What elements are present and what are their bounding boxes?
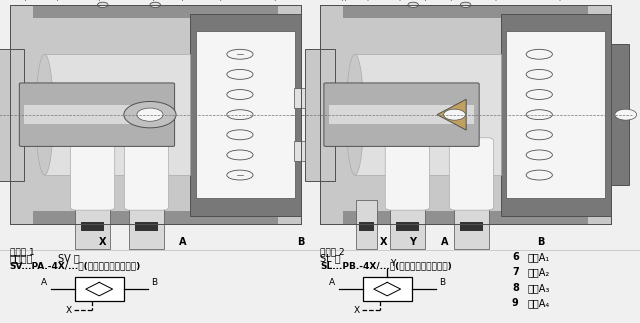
Bar (506, 31, 605, 198)
Text: A: A (41, 278, 47, 287)
Circle shape (150, 2, 161, 7)
Text: 剖面图 2: 剖面图 2 (320, 247, 344, 256)
Bar (460, 222, 483, 231)
FancyBboxPatch shape (70, 138, 115, 210)
Bar (190, 14, 301, 216)
Bar (129, 186, 164, 249)
FancyBboxPatch shape (19, 83, 175, 146)
Text: SL 型: SL 型 (320, 254, 340, 264)
Bar (0, 49, 24, 181)
Bar (305, 49, 335, 181)
Bar (24, 105, 170, 124)
Bar (33, 5, 278, 18)
Circle shape (408, 2, 419, 7)
FancyBboxPatch shape (124, 138, 168, 210)
Text: Y: Y (410, 237, 416, 247)
Text: B: B (297, 237, 305, 247)
Text: B: B (439, 278, 445, 287)
Text: Y: Y (390, 259, 395, 268)
FancyBboxPatch shape (324, 83, 479, 146)
Text: SL...PB.-4X/...型(带泄油口，无预释压): SL...PB.-4X/...型(带泄油口，无预释压) (320, 262, 452, 271)
Polygon shape (437, 99, 466, 130)
Bar (33, 211, 278, 224)
FancyBboxPatch shape (449, 138, 493, 210)
Bar (329, 105, 474, 124)
Text: A: A (179, 237, 186, 247)
Bar (75, 186, 110, 249)
Bar (355, 54, 500, 175)
Bar (454, 186, 489, 249)
Text: B: B (537, 237, 545, 247)
Text: SV...PA.-4X/...型(无泄油口，带预释压): SV...PA.-4X/...型(无泄油口，带预释压) (10, 262, 141, 271)
Ellipse shape (346, 54, 364, 175)
Text: 剖面图 1: 剖面图 1 (10, 247, 35, 256)
Ellipse shape (36, 54, 53, 175)
Text: SV 型: SV 型 (58, 254, 79, 264)
Text: A: A (329, 278, 335, 287)
Bar (10, 5, 301, 224)
Text: 面积A₄: 面积A₄ (528, 298, 550, 308)
Text: X: X (380, 237, 388, 247)
Bar (363, 277, 412, 301)
Circle shape (97, 2, 108, 7)
Bar (611, 44, 628, 185)
Text: X: X (353, 306, 360, 315)
Bar (294, 88, 305, 108)
Text: 7: 7 (512, 267, 519, 277)
Text: X: X (99, 237, 106, 247)
Bar (390, 186, 425, 249)
Circle shape (444, 109, 465, 120)
Bar (196, 31, 295, 198)
Text: 图形符号: 图形符号 (10, 254, 33, 264)
Text: 8: 8 (512, 283, 519, 293)
Bar (45, 54, 190, 175)
Bar (75, 277, 124, 301)
Text: 面积A₃: 面积A₃ (528, 283, 550, 293)
Text: B: B (151, 278, 157, 287)
Text: X: X (65, 306, 72, 315)
Bar (294, 141, 305, 161)
Text: A: A (441, 237, 449, 247)
Bar (500, 14, 611, 216)
Bar (320, 5, 611, 224)
Circle shape (615, 109, 637, 120)
Bar (135, 222, 158, 231)
Bar (81, 222, 104, 231)
Circle shape (460, 2, 471, 7)
Bar (320, 5, 611, 224)
Circle shape (124, 101, 176, 128)
Bar (10, 5, 301, 224)
Bar (356, 200, 377, 249)
Text: 9: 9 (512, 298, 519, 308)
Bar (359, 222, 374, 231)
Bar (396, 222, 419, 231)
Bar (343, 5, 588, 18)
Circle shape (137, 108, 163, 121)
Text: 面积A₂: 面积A₂ (528, 267, 550, 277)
Text: 面积A₁: 面积A₁ (528, 252, 550, 262)
Text: 6: 6 (512, 252, 519, 262)
Bar (343, 211, 588, 224)
FancyBboxPatch shape (385, 138, 429, 210)
